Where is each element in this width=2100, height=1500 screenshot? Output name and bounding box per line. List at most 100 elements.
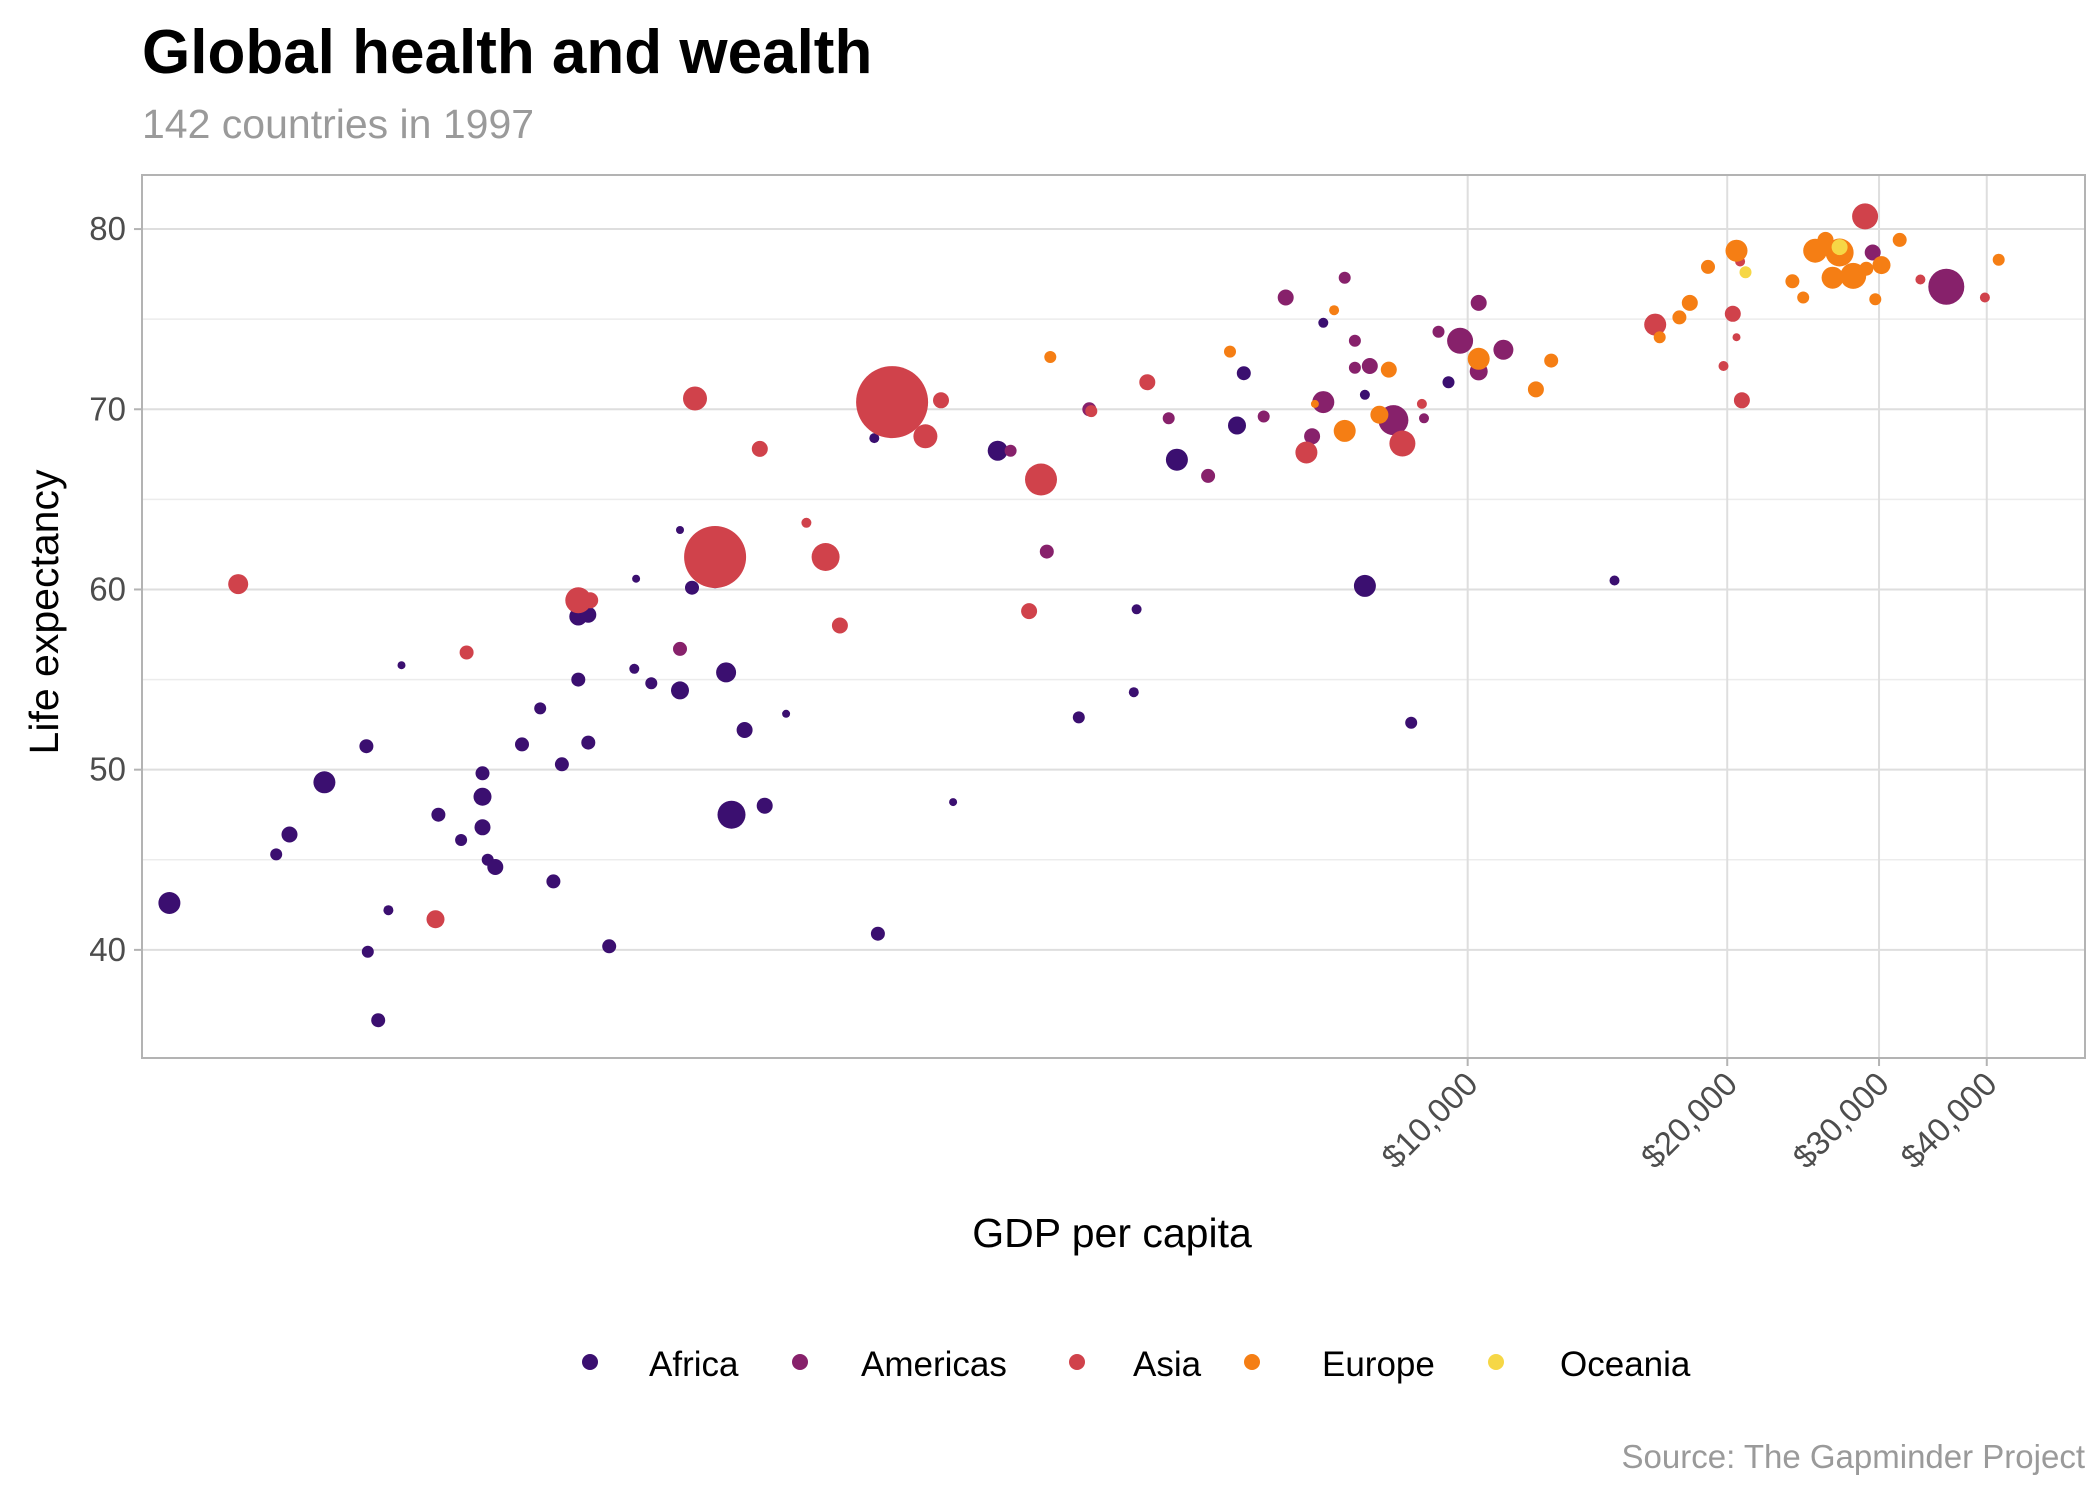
data-point-africa	[869, 433, 880, 444]
data-point-europe	[1797, 291, 1810, 304]
data-point-africa	[685, 580, 699, 595]
data-point-europe	[1869, 293, 1882, 306]
data-point-africa	[359, 739, 374, 754]
y-tick-label: 80	[89, 210, 126, 247]
plot-background	[142, 175, 2085, 1058]
data-point-americas	[1493, 339, 1514, 360]
data-point-asia	[801, 517, 812, 528]
data-point-africa	[1165, 448, 1188, 471]
data-point-europe	[1725, 239, 1748, 262]
legend-label-americas: Americas	[861, 1345, 1007, 1384]
data-point-americas	[1348, 361, 1361, 374]
data-point-europe	[1701, 259, 1715, 274]
plot-area	[142, 175, 2085, 1058]
data-point-europe	[1872, 256, 1891, 275]
data-point-africa	[671, 681, 689, 700]
data-point-europe	[1892, 232, 1907, 247]
data-point-africa	[383, 905, 394, 916]
data-point-europe	[1992, 253, 2005, 266]
data-point-europe	[1044, 351, 1057, 363]
data-point-oceania	[1831, 239, 1848, 256]
data-point-asia	[1389, 430, 1416, 457]
data-point-africa	[717, 800, 746, 829]
gridlines	[142, 175, 2085, 1058]
data-point-asia	[1021, 603, 1038, 620]
data-point-asia	[459, 645, 474, 660]
y-tick-label: 60	[89, 570, 126, 607]
data-point-africa	[949, 798, 958, 807]
legend-label-oceania: Oceania	[1560, 1345, 1691, 1384]
chart-title: Global health and wealth	[142, 18, 872, 87]
data-point-africa	[602, 939, 617, 954]
data-point-americas	[1304, 428, 1321, 445]
data-point-africa	[361, 945, 374, 958]
data-point-asia	[1732, 333, 1741, 342]
data-point-africa	[313, 771, 336, 794]
chart-caption: Source: The Gapminder Project	[1622, 1438, 2085, 1475]
data-point-asia	[582, 592, 599, 609]
data-point-asia	[228, 574, 249, 595]
data-point-africa	[1072, 711, 1085, 724]
y-tick-label: 50	[89, 751, 126, 788]
data-point-africa	[1359, 389, 1370, 400]
data-point-africa	[756, 797, 773, 814]
data-point-africa	[397, 661, 406, 670]
data-point-africa	[571, 672, 586, 687]
data-point-americas	[1361, 358, 1378, 374]
data-point-asia	[1915, 274, 1926, 285]
legend-key-europe	[1244, 1354, 1260, 1370]
data-point-europe	[1527, 381, 1544, 398]
data-point-africa	[270, 848, 283, 861]
legend-label-asia: Asia	[1133, 1345, 1202, 1384]
data-point-africa	[1228, 416, 1246, 435]
data-point-africa	[736, 722, 753, 738]
data-point-americas	[1312, 391, 1335, 414]
data-point-americas	[1348, 334, 1361, 347]
data-point-europe	[1467, 347, 1490, 370]
data-point-africa	[1131, 604, 1142, 615]
data-point-africa	[534, 702, 547, 715]
y-axis-title: Life expectancy	[21, 469, 67, 754]
data-point-asia	[811, 543, 840, 571]
data-point-africa	[473, 787, 492, 806]
chart-subtitle: 142 countries in 1997	[142, 101, 534, 147]
data-point-asia	[1025, 463, 1057, 496]
data-point-europe	[1821, 266, 1844, 289]
data-point-africa	[629, 663, 640, 674]
data-point-africa	[782, 709, 791, 718]
data-point-americas	[1470, 294, 1487, 311]
data-point-africa	[546, 874, 561, 889]
data-point-americas	[1257, 410, 1270, 423]
x-tick-label: $10,000	[1374, 1065, 1485, 1176]
data-point-asia	[1085, 405, 1098, 418]
data-point-asia	[913, 424, 938, 449]
data-point-africa	[676, 526, 684, 534]
legend-label-africa: Africa	[649, 1345, 739, 1384]
legend-key-oceania	[1488, 1354, 1504, 1370]
data-point-americas	[1432, 325, 1445, 338]
data-point-europe	[1544, 353, 1559, 368]
data-point-africa	[431, 807, 446, 822]
data-point-europe	[1329, 305, 1340, 316]
data-point-asia	[1295, 441, 1318, 464]
x-tick-label: $40,000	[1893, 1065, 2004, 1176]
legend-label-europe: Europe	[1322, 1345, 1435, 1384]
data-point-oceania	[1739, 266, 1752, 279]
y-tick-label: 40	[89, 931, 126, 968]
data-point-americas	[1338, 271, 1351, 284]
data-point-africa	[371, 1013, 386, 1028]
x-tick-label: $30,000	[1785, 1065, 1896, 1176]
data-point-americas	[1928, 268, 1965, 305]
data-point-asia	[683, 386, 707, 411]
data-point-africa	[1405, 716, 1418, 729]
data-point-europe	[1310, 399, 1319, 408]
data-point-africa	[1318, 317, 1329, 328]
data-point-africa	[581, 735, 596, 750]
data-point-europe	[1859, 261, 1874, 276]
data-point-asia	[684, 526, 747, 588]
data-point-africa	[1236, 366, 1251, 381]
data-point-asia	[933, 392, 949, 409]
legend: Africa Americas Asia Europe Oceania	[582, 1345, 1691, 1384]
legend-key-africa	[582, 1354, 598, 1370]
